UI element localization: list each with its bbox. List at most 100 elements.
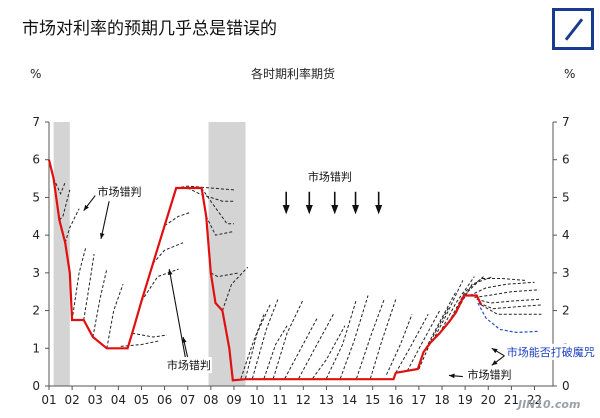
futures-line-20 xyxy=(245,302,272,379)
x-tick-label: 15 xyxy=(365,393,380,407)
futures-line-8 xyxy=(120,340,161,347)
futures-line-19 xyxy=(240,314,265,379)
futures-line-14 xyxy=(187,187,234,202)
futures-line-29 xyxy=(356,299,385,379)
x-tick-label: 18 xyxy=(434,393,449,407)
futures-line-17 xyxy=(210,272,239,278)
x-tick-label: 06 xyxy=(157,393,172,407)
y-unit-right: % xyxy=(564,67,575,81)
x-tick-label: 13 xyxy=(319,393,334,407)
annotation-label-bg xyxy=(306,168,353,185)
annotation-pointer-head-6 xyxy=(491,348,498,354)
futures-line-28 xyxy=(339,295,369,379)
futures-line-1 xyxy=(53,178,66,195)
annotation-label-3: 市场错判 xyxy=(167,358,211,372)
x-tick-label: 08 xyxy=(203,393,218,407)
futures-line-9 xyxy=(132,332,167,338)
brand-logo xyxy=(552,8,594,50)
recent-futures-line-1 xyxy=(477,302,540,334)
x-tick-label: 02 xyxy=(64,393,79,407)
x-tick-label: 17 xyxy=(411,393,426,407)
watermark: JIN10.com xyxy=(518,398,581,411)
x-tick-label: 09 xyxy=(226,393,241,407)
futures-line-15 xyxy=(201,187,234,225)
y-tick-label-right: 5 xyxy=(562,190,570,204)
futures-line-40 xyxy=(463,278,526,296)
down-arrow-head-3 xyxy=(331,204,339,215)
y-tick-label-left: 2 xyxy=(32,304,40,318)
x-tick-label: 03 xyxy=(88,393,103,407)
down-arrow-head-5 xyxy=(375,204,383,215)
y-tick-label-right: 4 xyxy=(562,228,570,242)
futures-line-25 xyxy=(298,314,334,379)
futures-line-18 xyxy=(221,266,249,311)
annotation-pointer-head-1 xyxy=(83,204,89,211)
futures-line-33 xyxy=(406,310,441,372)
y-tick-label-right: 3 xyxy=(562,266,570,280)
futures-line-7 xyxy=(106,284,124,349)
futures-line-34 xyxy=(418,306,450,370)
x-tick-label: 19 xyxy=(458,393,473,407)
futures-line-30 xyxy=(369,299,397,379)
futures-line-11 xyxy=(152,242,184,264)
annotation-pointer-3 xyxy=(168,268,186,358)
futures-line-42 xyxy=(474,289,540,298)
y-tick-label-left: 3 xyxy=(32,266,40,280)
x-tick-label: 12 xyxy=(296,393,311,407)
futures-line-36 xyxy=(432,280,464,341)
futures-line-2 xyxy=(59,189,71,221)
annotation-label-4: 市场错判 xyxy=(467,367,511,381)
annotation-label-bg xyxy=(96,183,143,200)
futures-line-23 xyxy=(272,299,304,379)
x-tick-label: 05 xyxy=(134,393,149,407)
y-tick-label-left: 1 xyxy=(32,341,40,355)
annotation-label-bg xyxy=(165,357,212,374)
x-tick-label: 11 xyxy=(273,393,288,407)
x-tick-label: 16 xyxy=(388,393,403,407)
x-tick-label: 10 xyxy=(249,393,264,407)
futures-line-24 xyxy=(284,317,318,379)
annotation-pointer-head-5 xyxy=(448,373,455,379)
y-tick-label-right: 0 xyxy=(562,379,570,393)
futures-line-38 xyxy=(448,276,484,323)
y-tick-label-right: 2 xyxy=(562,304,570,318)
futures-line-27 xyxy=(325,299,357,379)
y-tick-label-left: 5 xyxy=(32,190,40,204)
futures-line-16 xyxy=(205,216,235,236)
y-tick-label-right: 7 xyxy=(562,115,570,129)
down-arrow-head-4 xyxy=(352,204,360,215)
down-arrow-head-1 xyxy=(282,204,290,215)
y-tick-label-left: 4 xyxy=(32,228,40,242)
y-tick-label-left: 7 xyxy=(32,115,40,129)
futures-line-12 xyxy=(164,212,191,227)
annotation-label-1: 市场错判 xyxy=(98,185,142,199)
x-tick-label: 04 xyxy=(111,393,126,407)
recession-band-2 xyxy=(208,122,246,386)
futures-line-45 xyxy=(481,304,542,315)
actual-rate-line xyxy=(47,159,483,382)
x-tick-label: 22 xyxy=(527,393,542,407)
annotation-pointer-head-2 xyxy=(99,233,105,239)
page-title: 市场对利率的预期几乎总是错误的 xyxy=(22,19,277,39)
futures-line-4 xyxy=(71,246,87,321)
futures-line-3 xyxy=(64,208,80,243)
annotation-label-2: 市场错判 xyxy=(308,169,352,183)
futures-line-41 xyxy=(469,281,535,296)
annotation-label-bg xyxy=(505,343,596,360)
y-tick-label-left: 6 xyxy=(32,153,40,167)
futures-line-22 xyxy=(263,325,288,379)
futures-line-32 xyxy=(395,314,429,374)
futures-line-21 xyxy=(251,299,279,379)
x-tick-label: 14 xyxy=(342,393,357,407)
y-tick-label-left: 0 xyxy=(32,379,40,393)
y-unit-left: % xyxy=(30,67,41,81)
futures-line-5 xyxy=(83,253,95,321)
futures-line-26 xyxy=(312,325,346,379)
down-arrow-head-2 xyxy=(305,204,313,215)
x-tick-label: 21 xyxy=(504,393,519,407)
futures-line-31 xyxy=(386,314,413,375)
x-tick-label: 07 xyxy=(180,393,195,407)
x-tick-label: 20 xyxy=(481,393,496,407)
futures-line-6 xyxy=(92,268,108,338)
